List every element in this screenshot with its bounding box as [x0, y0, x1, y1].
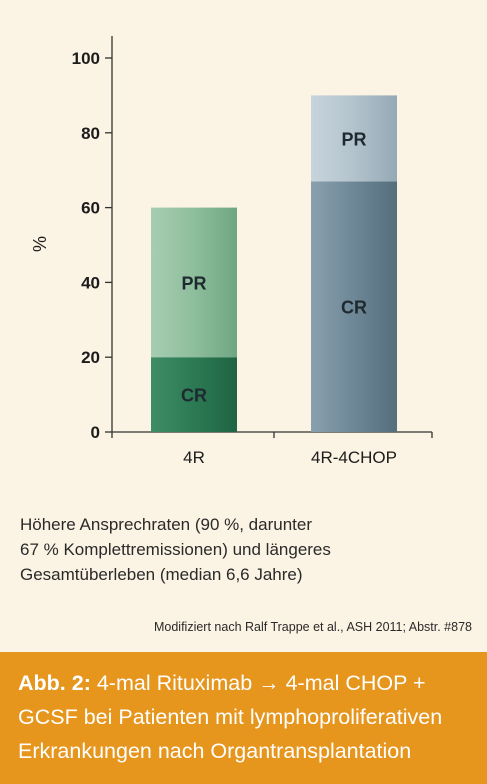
bar-segment-pr — [311, 95, 397, 182]
bar-segment-label-cr: CR — [341, 298, 367, 318]
x-category-label: 4R — [183, 448, 205, 467]
description-line-3: Gesamtüberleben (median 6,6 Jahre) — [20, 565, 303, 584]
caption-line-3: Erkrankungen nach Organtransplantation — [18, 739, 412, 763]
bar-segment-label-pr: PR — [181, 273, 206, 293]
y-tick-label: 0 — [91, 423, 100, 442]
description-line-1: Höhere Ansprechraten (90 %, darunter — [20, 515, 313, 534]
bar-segment-label-pr: PR — [341, 129, 366, 149]
x-category-label: 4R-4CHOP — [311, 448, 397, 467]
y-tick-label: 40 — [81, 273, 100, 292]
chart-description: Höhere Ansprechraten (90 %, darunter 67 … — [20, 512, 460, 587]
bar-chart-svg: 0 20 40 60 80 100% CR PR 4R CR PR 4R-4CHOP — [30, 36, 433, 467]
y-tick-label: 100 — [72, 49, 100, 68]
figure-caption: Abb. 2: 4-mal Rituximab → 4-mal CHOP + G… — [0, 652, 487, 784]
caption-prefix: Abb. 2: — [18, 671, 91, 695]
source-citation: Modifiziert nach Ralf Trappe et al., ASH… — [153, 620, 472, 634]
bar-segment-cr — [311, 181, 397, 432]
y-tick-label: 80 — [81, 124, 100, 143]
description-line-2: 67 % Komplettremissionen) und längeres — [20, 540, 331, 559]
caption-line-1-text: 4-mal Rituximab → 4-mal CHOP + — [90, 671, 426, 695]
y-tick-label: 20 — [81, 348, 100, 367]
bar-segment-label-cr: CR — [181, 386, 207, 406]
y-tick-label: 60 — [81, 199, 100, 218]
chart: 0 20 40 60 80 100% CR PR 4R CR PR 4R-4CHOP — [30, 36, 433, 467]
bar-segment-pr — [151, 207, 237, 358]
y-axis-label: % — [30, 236, 50, 252]
bar-segment-cr — [151, 357, 237, 432]
caption-line-2: GCSF bei Patienten mit lymphoproliferati… — [18, 705, 443, 729]
caption-line-1: Abb. 2: 4-mal Rituximab → 4-mal CHOP + — [18, 666, 469, 700]
